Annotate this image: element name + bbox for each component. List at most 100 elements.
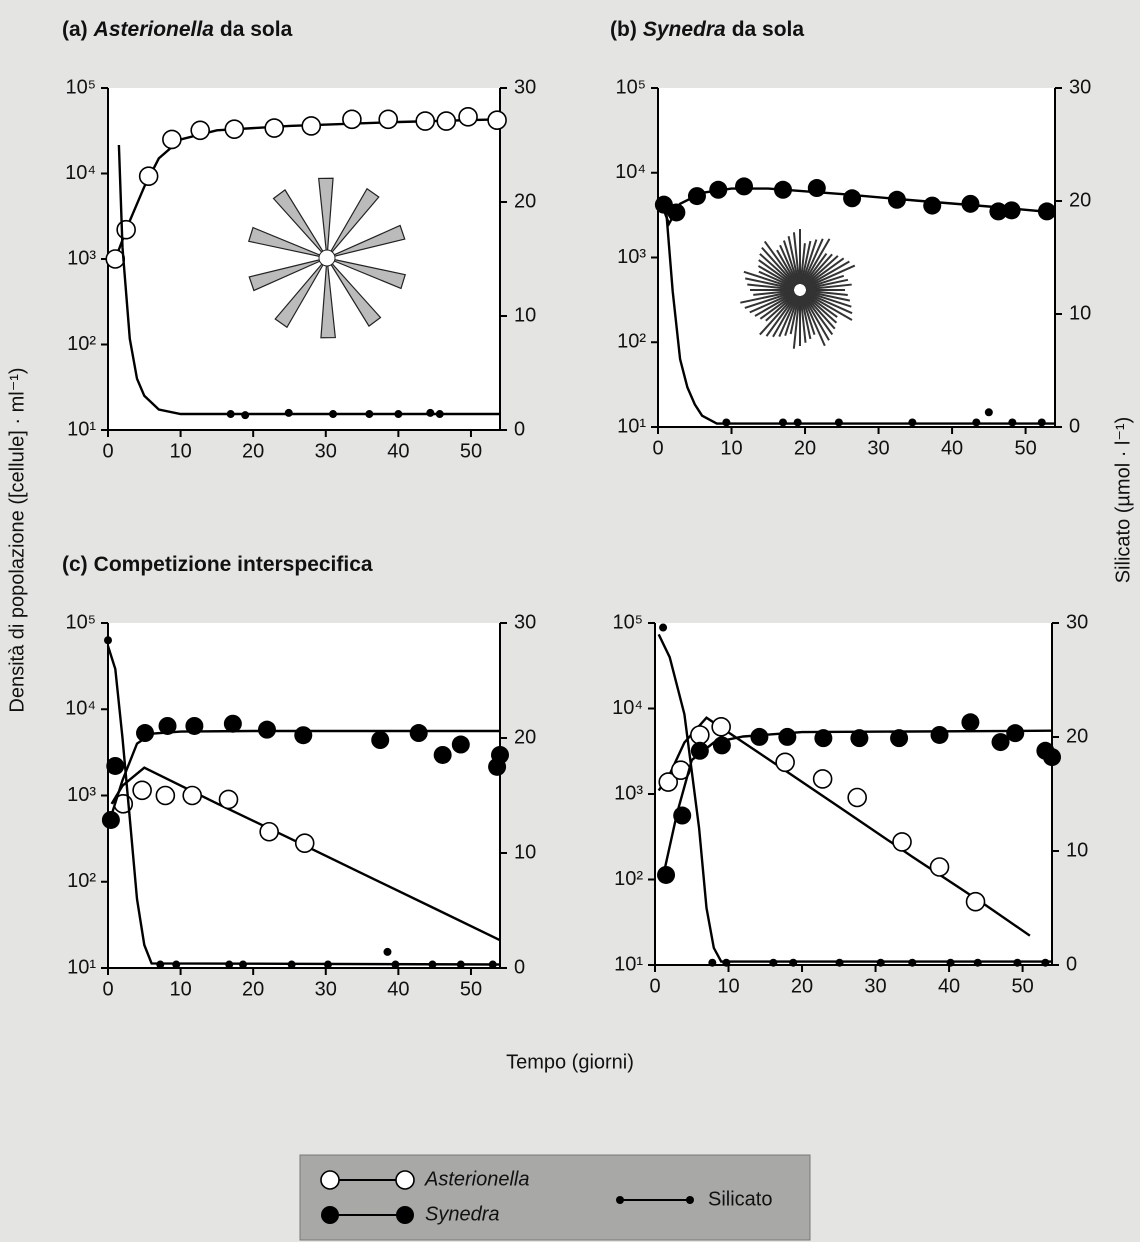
x-tick-label: 10 xyxy=(720,437,742,459)
diatom-needle xyxy=(805,290,851,302)
legend-marker xyxy=(320,1170,340,1190)
data-point xyxy=(929,857,950,877)
data-point xyxy=(257,720,276,739)
data-point xyxy=(294,726,313,745)
panel-title: (b) Synedra da sola xyxy=(610,18,804,41)
diatom-needle xyxy=(765,294,798,337)
x-tick-label: 0 xyxy=(102,440,113,462)
data-point xyxy=(812,769,833,789)
diatom-needle xyxy=(757,265,796,288)
y-tick-label: 10¹ xyxy=(67,418,96,440)
data-point xyxy=(185,716,204,735)
fit-curve xyxy=(117,144,500,416)
y-tick-label: 10¹ xyxy=(617,415,646,437)
data-point xyxy=(218,789,239,810)
data-point xyxy=(1043,748,1061,767)
diatom-needle xyxy=(802,253,828,286)
data-point xyxy=(667,203,686,222)
data-point xyxy=(294,833,315,853)
data-point xyxy=(687,187,706,206)
diatom-needle xyxy=(749,291,795,314)
data-point xyxy=(156,960,165,969)
legend-marker xyxy=(396,1206,414,1224)
diatom-needle xyxy=(761,246,797,287)
diatom-needle xyxy=(804,260,850,288)
data-point xyxy=(365,410,374,419)
diatom-needle xyxy=(801,295,826,347)
x-tick-label: 30 xyxy=(867,437,889,459)
diatom-needle xyxy=(803,293,836,330)
data-point xyxy=(972,418,981,427)
data-point xyxy=(843,189,862,208)
y2-tick-label: 30 xyxy=(514,611,536,633)
title-part: da sola xyxy=(732,18,805,41)
panel-title: (c) Competizione interspecifica xyxy=(62,553,373,576)
y2-tick-label: 10 xyxy=(1066,839,1088,861)
data-point xyxy=(709,180,728,199)
data-point xyxy=(383,947,392,956)
y-tick-label: 10⁴ xyxy=(612,697,643,719)
diatom-needle xyxy=(802,294,834,336)
diatom-needle xyxy=(805,289,848,297)
legend-label: Asterionella xyxy=(424,1168,530,1190)
legend-marker xyxy=(395,1170,415,1190)
data-point xyxy=(106,756,125,775)
data-point xyxy=(876,958,885,967)
data-point xyxy=(239,960,248,969)
data-point xyxy=(136,724,155,743)
data-point xyxy=(722,958,731,967)
data-point xyxy=(488,960,497,969)
diatom-needle xyxy=(801,238,824,285)
diatom-needle xyxy=(789,295,800,335)
x-tick-label: 50 xyxy=(460,978,482,1000)
data-point xyxy=(426,408,435,417)
x-tick-label: 10 xyxy=(717,975,739,997)
data-point xyxy=(722,418,731,427)
data-point xyxy=(1041,958,1050,967)
data-point xyxy=(371,731,390,750)
x-tick-label: 10 xyxy=(169,440,191,462)
diatom-needle xyxy=(744,290,795,309)
diatom-needle xyxy=(765,293,797,322)
diatom-needle xyxy=(805,264,856,289)
x-tick-label: 20 xyxy=(242,440,264,462)
diatom-needle xyxy=(759,293,797,336)
y2-tick-label: 10 xyxy=(514,841,536,863)
y2-tick-label: 10 xyxy=(514,304,536,326)
data-point xyxy=(132,780,152,801)
diatom-arm xyxy=(326,257,407,290)
diatom-needle xyxy=(802,294,830,341)
data-point xyxy=(892,832,912,852)
diatom-arm xyxy=(274,257,328,329)
title-part: da sola xyxy=(220,18,293,41)
diatom-needle xyxy=(787,235,800,285)
diatom-drawing xyxy=(740,229,856,349)
data-point xyxy=(657,865,676,884)
title-part: (b) xyxy=(610,18,637,41)
x-tick-label: 0 xyxy=(649,975,660,997)
data-point xyxy=(491,745,509,764)
y-tick-label: 10³ xyxy=(614,782,643,804)
y2-tick-label: 20 xyxy=(1066,725,1088,747)
x-tick-label: 40 xyxy=(387,440,409,462)
data-point xyxy=(814,729,833,748)
data-point xyxy=(690,725,710,745)
x-axis-label: Tempo (giorni) xyxy=(506,1051,634,1073)
data-point xyxy=(769,958,778,967)
y-tick-label: 10⁵ xyxy=(612,611,643,633)
data-point xyxy=(690,741,709,760)
diatom-needle xyxy=(799,295,807,343)
panel: (c) Competizione interspecifica 0 10 20 30 40 5… xyxy=(62,553,536,1001)
y2-tick-label: 0 xyxy=(514,956,525,978)
diatom-arm xyxy=(326,224,406,259)
data-point xyxy=(436,111,457,131)
y-tick-label: 10⁴ xyxy=(65,698,96,720)
y-tick-label: 10³ xyxy=(67,247,96,269)
data-point xyxy=(834,418,843,427)
data-point xyxy=(259,821,279,842)
y-axis-label: Densità di popolazione ([cellule] · ml⁻¹… xyxy=(6,367,28,712)
y2-tick-label: 30 xyxy=(1066,611,1088,633)
x-tick-label: 50 xyxy=(1014,437,1036,459)
